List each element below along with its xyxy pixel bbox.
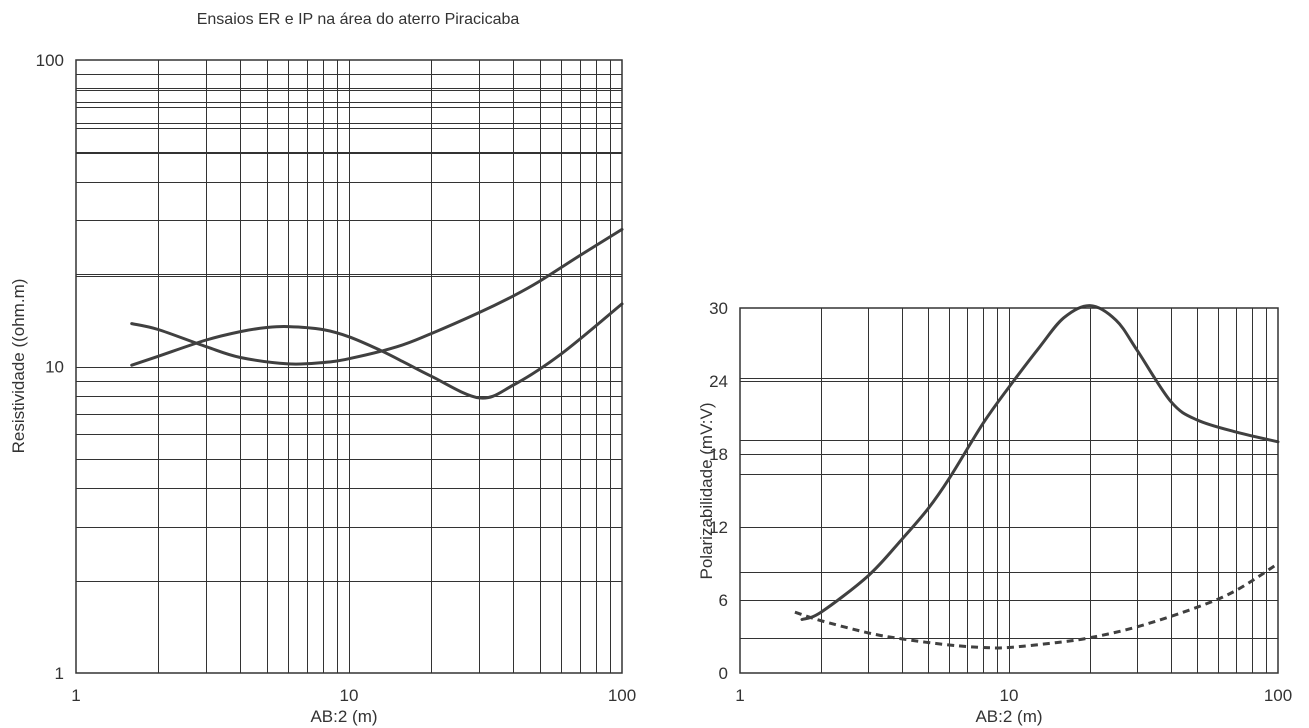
polarizability-y-tick-label: 0 — [719, 664, 728, 683]
polarizability-y-tick-label: 30 — [709, 299, 728, 318]
polarizability-y-axis-label: Polarizabilidade (mV:V) — [697, 403, 716, 580]
resistivity-y-axis-label: Resistividade ((ohm.m) — [9, 279, 28, 454]
polarizability-y-tick-label: 6 — [719, 591, 728, 610]
resistivity-y-tick-label: 10 — [45, 358, 64, 377]
resistivity-x-tick-label: 10 — [340, 686, 359, 705]
polarizability-x-tick-label: 10 — [1000, 686, 1019, 705]
resistivity-ticks: 1 10 100 1 10 100 — [36, 51, 637, 705]
polarizability-y-tick-label: 24 — [709, 372, 728, 391]
resistivity-chart: 1 10 100 1 10 100 AB:2 (m) Resistividade ((oh… — [9, 51, 636, 726]
resistivity-series-line-2 — [130, 227, 624, 366]
resistivity-plot-frame — [75, 59, 623, 674]
resistivity-x-tick-label: 100 — [608, 686, 636, 705]
polarizability-y-tick-label: 18 — [709, 445, 728, 464]
resistivity-series-layer — [130, 227, 624, 400]
polarizability-series-line-1 — [800, 304, 1280, 621]
resistivity-x-axis-label: AB:2 (m) — [310, 707, 377, 726]
polarizability-x-axis-label: AB:2 (m) — [975, 707, 1042, 726]
resistivity-series-line-1 — [130, 302, 624, 400]
figure-title: Ensaios ER e IP na área do aterro Piraci… — [197, 11, 520, 28]
polarizability-grid — [740, 308, 1278, 673]
resistivity-y-tick-label: 100 — [36, 51, 64, 70]
polarizability-series-layer — [794, 304, 1280, 650]
polarizability-x-tick-label: 100 — [1264, 686, 1292, 705]
polarizability-x-tick-label: 1 — [735, 686, 744, 705]
polarizability-series-line-2 — [794, 562, 1279, 650]
polarizability-chart: 1 10 100 0 6 12 18 24 30 AB:2 (m) Polarizabilida… — [697, 299, 1292, 726]
resistivity-grid — [76, 60, 622, 673]
polarizability-y-tick-label: 12 — [709, 518, 728, 537]
polarizability-plot-frame — [739, 307, 1279, 674]
resistivity-y-tick-label: 1 — [55, 664, 64, 683]
polarizability-ticks: 1 10 100 0 6 12 18 24 30 — [709, 299, 1292, 705]
resistivity-x-tick-label: 1 — [71, 686, 80, 705]
